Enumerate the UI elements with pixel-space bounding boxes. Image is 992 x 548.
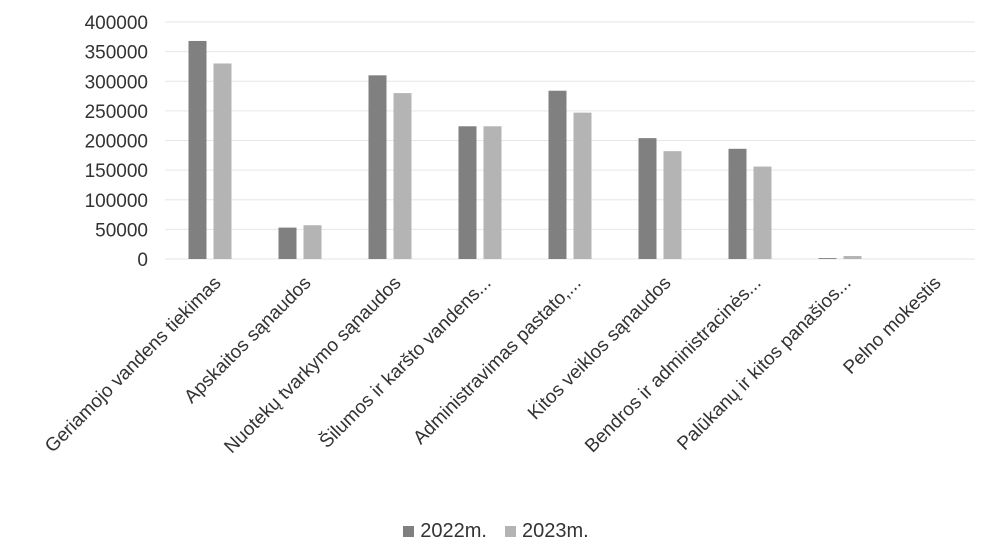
y-tick-label: 200000 [85,132,148,153]
bar-2022m-3 [458,126,477,259]
bar-2023m-6 [753,166,772,259]
y-tick-label: 100000 [85,191,148,212]
bar-2022m-0 [188,40,207,260]
bar-2023m-5 [663,151,682,259]
y-tick-label: 400000 [85,13,148,34]
x-category-label: Pelno mokestis [840,273,946,379]
y-tick-label: 350000 [85,43,148,64]
y-tick-label: 0 [137,250,148,271]
y-tick-label: 50000 [95,220,148,241]
legend-swatch-2022 [403,526,415,537]
legend-label-2023: 2023m. [522,520,589,542]
bar-2022m-7 [818,258,837,259]
bar-2023m-1 [303,225,322,259]
y-tick-label: 150000 [85,161,148,182]
legend-swatch-2023 [505,526,516,537]
x-category-label: Palūkanų ir kitos panašios... [673,273,855,455]
bar-2022m-6 [728,148,747,259]
legend-item-2022: 2022m. [403,520,487,543]
x-category-label: Šilumos ir karšto vandens... [315,272,496,453]
x-category-label: Geriamojo vandens tiekimas [41,273,225,457]
bar-2023m-4 [573,112,592,259]
bar-2023m-7 [843,256,862,259]
y-tick-label: 250000 [85,102,148,123]
legend: 2022m. 2023m. [0,520,992,543]
bar-2023m-0 [213,63,232,259]
bar-2022m-4 [548,90,567,259]
bar-2023m-2 [393,93,412,259]
legend-item-2023: 2023m. [505,520,589,543]
bar-chart-plot: 0 50000 100000 150000 200000 250000 300000 3500… [41,13,975,458]
legend-label-2022: 2022m. [420,520,487,542]
y-tick-label: 300000 [85,72,148,93]
bar-2022m-2 [368,75,387,259]
bar-2022m-1 [278,227,297,259]
x-category-label: Nuotekų tvarkymo sąnaudos [220,273,405,458]
x-category-label: Bendros ir administracinės... [581,273,765,457]
bar-2023m-3 [483,126,502,259]
x-category-label: Administravimas pastato,... [409,273,585,449]
bar-2022m-5 [638,138,657,259]
